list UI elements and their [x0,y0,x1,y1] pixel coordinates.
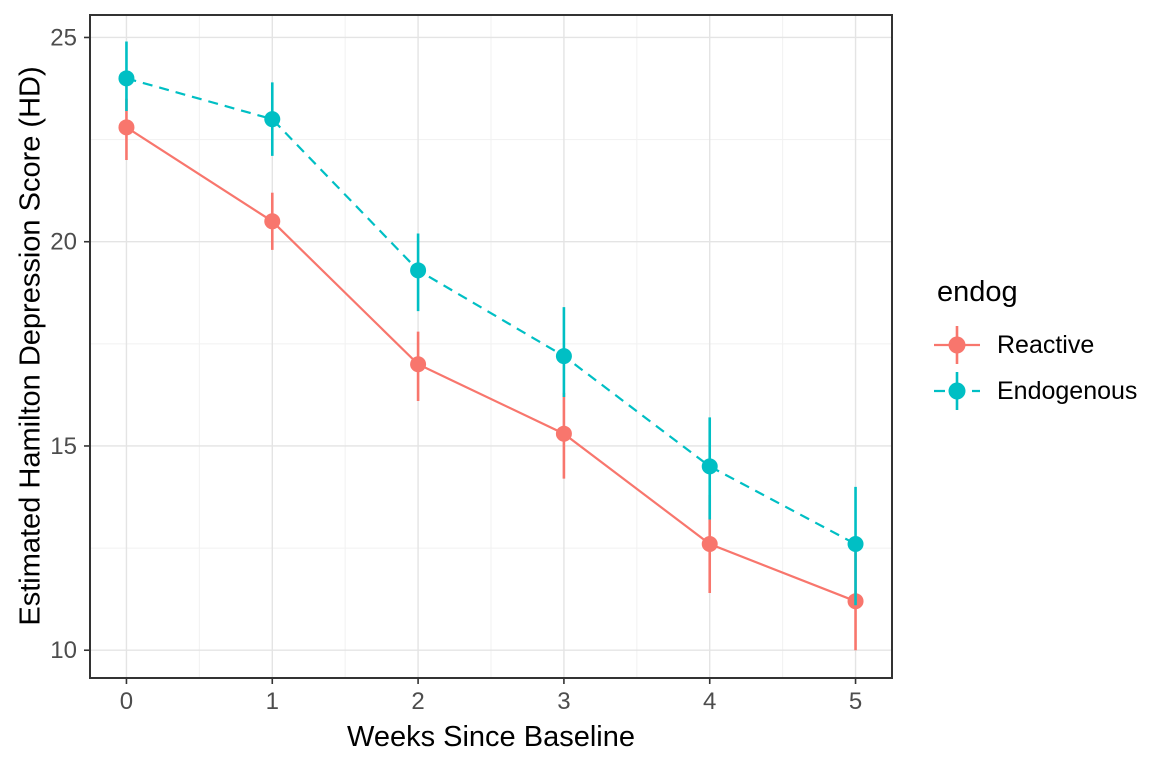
y-tick-label: 15 [50,433,77,460]
legend-item-label: Endogenous [997,376,1138,405]
data-point-endogenous [410,262,427,279]
x-tick-label: 4 [703,688,716,715]
legend-key-icon [934,326,980,364]
data-point-endogenous [701,458,718,475]
legend-key-icon [934,372,980,410]
data-point-reactive [264,213,281,230]
series-line-endogenous [126,77,857,545]
legend-item-label: Reactive [997,330,1095,359]
panel-border [89,14,893,679]
x-axis-title: Weeks Since Baseline [346,721,635,753]
y-axis-title: Estimated Hamilton Depression Score (HD) [14,66,47,626]
legend-item-endogenous: Endogenous [933,368,1152,414]
data-point-endogenous [264,111,281,128]
data-point-reactive [410,356,427,373]
data-point-reactive [118,119,135,136]
data-point-endogenous [118,70,135,87]
y-tick-label: 10 [50,637,77,664]
x-tick-label: 1 [266,688,279,715]
legend-item-reactive: Reactive [933,322,1152,368]
legend: endog Reactive Endogenous [933,276,1152,414]
data-point-reactive [555,425,572,442]
data-point-reactive [701,536,718,553]
legend-items: Reactive Endogenous [933,322,1152,414]
data-point-endogenous [555,348,572,365]
series-line-reactive [125,126,856,603]
legend-title: endog [937,276,1018,308]
x-tick-label: 2 [411,688,424,715]
x-tick-label: 5 [849,688,862,715]
data-point-endogenous [847,536,864,553]
x-tick-label: 3 [557,688,570,715]
y-tick-label: 20 [50,229,77,256]
y-tick-label: 25 [50,24,77,51]
x-tick-label: 0 [120,688,133,715]
